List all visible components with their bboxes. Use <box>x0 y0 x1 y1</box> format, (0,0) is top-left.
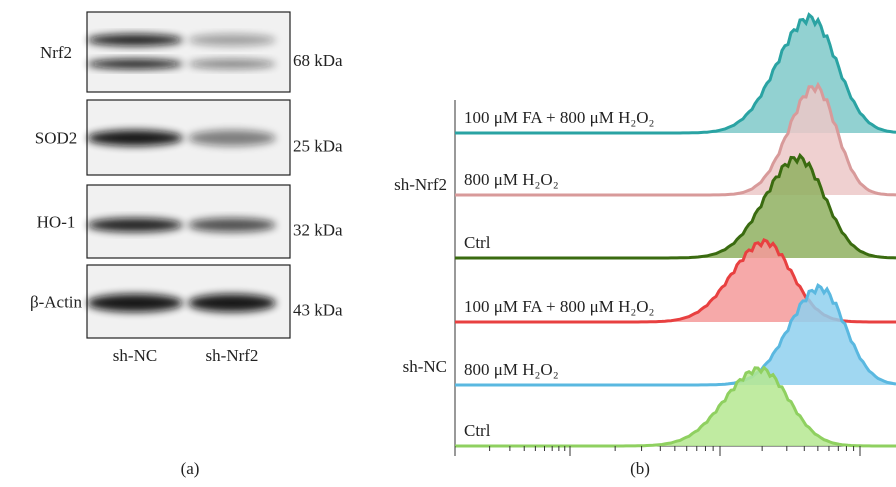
track-label: Ctrl <box>464 233 491 252</box>
band <box>188 34 276 46</box>
band <box>188 130 276 146</box>
western-blot: Nrf2 68 kDa SOD2 25 kDa HO-1 32 kDa β-Actin 43 … <box>30 12 343 365</box>
size-label: 25 kDa <box>293 137 343 156</box>
protein-label: SOD2 <box>35 129 78 148</box>
band <box>188 218 276 232</box>
protein-label: HO-1 <box>37 213 76 232</box>
size-label: 68 kDa <box>293 51 343 70</box>
track-label: Ctrl <box>464 421 491 440</box>
group-label: sh-Nrf2 <box>394 175 447 194</box>
lane-label: sh-Nrf2 <box>206 346 259 365</box>
band <box>87 218 183 232</box>
track-label: 800 μM H₂O₂ <box>464 170 559 189</box>
track-label: 100 μM FA + 800 μM H₂O₂ <box>464 108 655 127</box>
panel-label: (b) <box>630 459 650 478</box>
group-label: sh-NC <box>403 357 447 376</box>
band <box>188 59 276 69</box>
figure: Nrf2 68 kDa SOD2 25 kDa HO-1 32 kDa β-Actin 43 … <box>0 0 896 487</box>
track-label: 800 μM H₂O₂ <box>464 360 559 379</box>
size-label: 32 kDa <box>293 221 343 240</box>
band <box>87 130 183 146</box>
blot-box <box>87 12 290 92</box>
lane-label: sh-NC <box>113 346 157 365</box>
protein-label: Nrf2 <box>40 43 72 62</box>
band <box>87 59 183 69</box>
band <box>87 34 183 46</box>
band <box>87 294 183 312</box>
panel-label: (a) <box>181 459 200 478</box>
band <box>188 294 276 312</box>
track-label: 100 μM FA + 800 μM H₂O₂ <box>464 297 655 316</box>
protein-label: β-Actin <box>30 293 83 312</box>
flow-histograms: sh-Nrf2 100 μM FA + 800 μM H₂O₂ 800 μM H₂O… <box>394 15 896 456</box>
size-label: 43 kDa <box>293 301 343 320</box>
